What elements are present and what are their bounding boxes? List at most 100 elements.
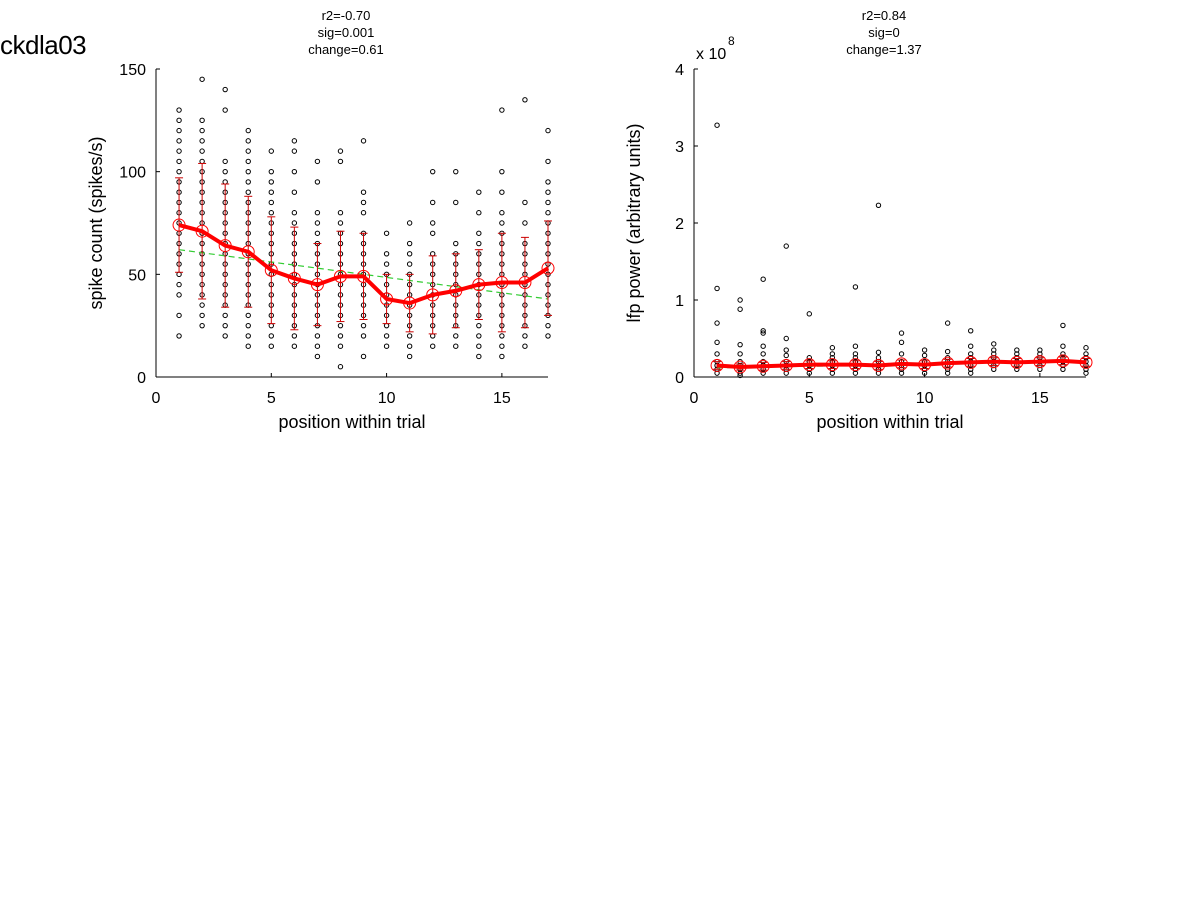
stat-line: sig=0 (868, 25, 899, 40)
data-point (453, 333, 459, 339)
data-point (245, 138, 251, 144)
data-point (476, 343, 482, 349)
data-point (337, 364, 344, 370)
data-point (314, 230, 321, 236)
data-point (499, 107, 505, 113)
data-point (852, 351, 859, 357)
mean-marker (871, 358, 885, 372)
data-point (898, 370, 905, 376)
y-tick-label: 1 (675, 293, 684, 310)
data-point (737, 370, 743, 376)
data-point (852, 343, 859, 349)
mean-marker (825, 358, 839, 372)
data-point (199, 158, 205, 165)
x-tick-label: 5 (805, 390, 814, 407)
data-point (806, 355, 812, 361)
mean-marker (172, 218, 186, 232)
data-point (430, 199, 436, 206)
data-point (291, 189, 298, 195)
data-point (406, 343, 413, 349)
data-point (222, 322, 228, 329)
data-point (783, 370, 789, 376)
mean-marker (472, 278, 486, 292)
data-point (545, 127, 551, 134)
data-point (314, 158, 321, 165)
mean-marker (756, 359, 770, 373)
data-point (898, 339, 905, 346)
y-tick-label: 50 (128, 267, 146, 284)
stat-line: r2=-0.70 (322, 8, 371, 23)
data-point (875, 349, 882, 356)
data-point (1037, 347, 1043, 353)
data-point (176, 292, 182, 298)
data-point (337, 333, 344, 339)
x-tick-label: 15 (1031, 390, 1049, 407)
data-point (737, 351, 743, 357)
data-point (337, 322, 344, 329)
data-point (522, 343, 528, 349)
mean-marker (710, 358, 724, 372)
mean-marker (218, 239, 232, 253)
y-tick-label: 2 (675, 216, 684, 233)
data-point (783, 352, 789, 359)
data-point (453, 168, 459, 175)
data-point (268, 333, 274, 339)
data-point (245, 343, 251, 349)
y-exponent-label: x 10 (696, 46, 726, 63)
data-point (199, 302, 205, 308)
mean-marker (310, 278, 324, 292)
data-point (499, 210, 505, 216)
fit-line (178, 249, 549, 300)
data-point (430, 220, 436, 226)
data-point (245, 333, 251, 339)
data-point (545, 333, 551, 339)
data-point (222, 168, 228, 175)
data-point (968, 370, 974, 376)
data-point (337, 220, 344, 226)
y-tick-label: 0 (137, 370, 146, 387)
mean-marker (380, 292, 394, 306)
data-point (314, 179, 321, 185)
page-title: ckdla03 (0, 30, 87, 60)
data-point (968, 343, 974, 349)
data-point (176, 138, 182, 144)
mean-marker (1079, 355, 1093, 369)
data-point (360, 333, 367, 339)
data-point (783, 335, 789, 342)
y-tick-label: 150 (119, 62, 146, 79)
data-point (337, 343, 344, 349)
y-axis-label: spike count (spikes/s) (86, 136, 106, 309)
data-point (268, 189, 274, 195)
y-tick-label: 0 (675, 370, 684, 387)
mean-marker (964, 355, 978, 369)
x-tick-label: 0 (690, 390, 699, 407)
data-point (852, 355, 859, 361)
data-point (245, 312, 251, 319)
y-tick-label: 100 (119, 165, 146, 182)
data-point (406, 251, 413, 257)
data-point (476, 210, 482, 216)
data-point (383, 333, 390, 339)
data-point (383, 251, 390, 257)
x-tick-label: 10 (916, 390, 934, 407)
data-point (1083, 370, 1089, 376)
data-point (268, 148, 274, 154)
data-point (829, 345, 836, 351)
data-point (968, 328, 974, 334)
mean-marker (733, 360, 747, 374)
data-point (176, 148, 182, 154)
mean-marker (241, 245, 255, 259)
data-point (176, 281, 182, 288)
data-point (199, 148, 205, 154)
data-point (737, 297, 743, 303)
data-point (476, 240, 482, 247)
data-point (545, 322, 551, 329)
data-point (875, 370, 882, 376)
data-point (245, 168, 251, 175)
data-point (337, 148, 344, 154)
data-point (222, 107, 228, 113)
data-point (268, 199, 274, 206)
data-point (222, 179, 228, 185)
data-point (499, 168, 505, 175)
